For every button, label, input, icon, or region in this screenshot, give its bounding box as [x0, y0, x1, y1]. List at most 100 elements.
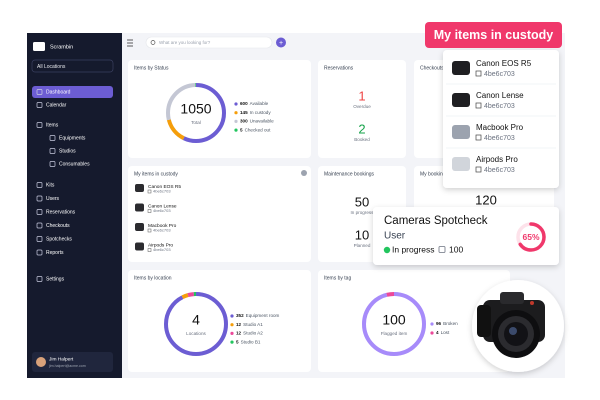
nav-item[interactable]: Spotchecks — [46, 236, 72, 242]
legend-value: 12 — [236, 331, 242, 336]
qr-icon — [475, 166, 482, 173]
legend-label: Lost — [441, 330, 450, 335]
legend-value: 5 — [240, 127, 243, 132]
donut-total-label: Total — [191, 120, 201, 125]
legend-value: 600 — [240, 101, 248, 106]
legend-label: Broken — [443, 321, 458, 326]
nav-icon — [49, 161, 56, 167]
legend-dot — [230, 331, 234, 335]
brand-logo — [33, 42, 45, 51]
gauge-label: 65% — [522, 232, 539, 242]
nav-item[interactable]: Reservations — [46, 209, 76, 215]
nav-icon — [36, 122, 43, 128]
nav-item[interactable]: Calendar — [46, 102, 67, 108]
nav-item[interactable]: Items — [46, 122, 59, 128]
nav-item[interactable]: Users — [46, 196, 60, 202]
legend-label: In custody — [250, 110, 272, 115]
nav-icon — [36, 249, 43, 256]
nav-subitem: Consumables — [59, 161, 90, 167]
nav-subitem: Studios — [59, 148, 76, 154]
spotcheck-count: 100 — [449, 244, 463, 254]
spotcheck-status: In progress — [392, 244, 435, 254]
user-email: jim.halpert@acme.com — [48, 364, 86, 368]
donut-segment — [166, 83, 226, 143]
item-thumb — [135, 203, 144, 212]
stat-label: In progress — [351, 210, 375, 215]
card — [318, 270, 510, 372]
donut-segment — [166, 83, 226, 143]
item-name: Canon Lense — [148, 203, 177, 209]
card — [128, 60, 311, 158]
card-title: Maintenance bookings — [324, 171, 375, 177]
card-title: Items by tag — [324, 275, 351, 281]
item-code: 4be6c703 — [153, 247, 171, 252]
legend-dot — [234, 102, 238, 106]
nav-item: Settings — [46, 276, 65, 282]
item-code: 4be6c703 — [484, 135, 515, 142]
nav-icon — [36, 276, 43, 282]
legend-dot — [230, 314, 234, 318]
location-select-label: All Locations — [37, 64, 66, 70]
card-title: Reservations — [324, 65, 354, 71]
item-code: 4be6c703 — [153, 228, 171, 233]
legend-label: Checked out — [245, 127, 272, 132]
user-box — [32, 352, 113, 372]
nav-icon — [36, 195, 43, 202]
nav-item[interactable]: Dashboard — [46, 89, 71, 95]
gauge-arc — [516, 222, 546, 252]
legend-value: 5 — [236, 339, 239, 344]
card-title: Items by Status — [134, 65, 169, 71]
qr-icon — [147, 189, 152, 194]
add-button[interactable] — [276, 37, 286, 48]
item-thumb — [135, 184, 144, 192]
item-name: Canon EOS R5 — [476, 59, 532, 68]
nav-item[interactable]: Checkouts — [46, 223, 70, 229]
sidebar — [27, 33, 122, 378]
item-name: Airpods Pro — [476, 155, 518, 164]
legend-label: Studio A2 — [243, 331, 263, 336]
nav-icon — [36, 182, 43, 188]
nav-item[interactable]: Kits — [46, 182, 55, 188]
card — [128, 270, 311, 372]
item-code: 4be6c703 — [484, 103, 515, 110]
user-name: Jim Halpert — [49, 356, 74, 362]
legend-label: Equipment room — [246, 313, 280, 318]
card — [318, 60, 406, 158]
item-thumb — [452, 93, 470, 107]
nav-icon — [36, 222, 43, 229]
brand-name: Scrambin — [50, 44, 73, 50]
stat-label: Planned — [354, 243, 371, 248]
stat-value: 120 — [475, 192, 497, 207]
card-badge — [301, 170, 307, 176]
legend-dot — [230, 323, 234, 327]
nav-subitem: Equipments — [59, 135, 86, 141]
nav-active — [32, 86, 113, 98]
legend-value: 96 — [436, 321, 442, 326]
nav-item[interactable]: Reports — [46, 250, 64, 256]
qr-icon — [475, 102, 482, 109]
card-title: Items by location — [134, 275, 172, 281]
camera-image — [472, 280, 564, 372]
item-code: 4be6c703 — [153, 189, 171, 194]
status-dot — [383, 246, 391, 254]
card-title: Checkouts — [420, 65, 444, 71]
donut-total-label: Locations — [186, 331, 206, 336]
item-name: Airpods Pro — [148, 242, 173, 248]
nav-icon — [36, 89, 43, 95]
user-avatar — [36, 357, 46, 367]
legend-label: Unavailable — [250, 119, 274, 124]
legend-label: Studio B1 — [241, 339, 261, 344]
legend-value: 352 — [236, 313, 244, 318]
card-title: My bookings — [420, 171, 449, 177]
donut-segment — [362, 292, 426, 356]
nav-icon — [36, 236, 43, 242]
item-name: Macbook Pro — [476, 123, 524, 132]
item-code: 4be6c703 — [484, 167, 515, 174]
item-thumb — [452, 157, 470, 171]
custody-tag — [425, 22, 562, 48]
nav-icon — [36, 102, 43, 108]
donut-total: 4 — [192, 312, 200, 328]
stat-value: 1 — [358, 88, 365, 103]
donut-total: 100 — [382, 312, 406, 328]
